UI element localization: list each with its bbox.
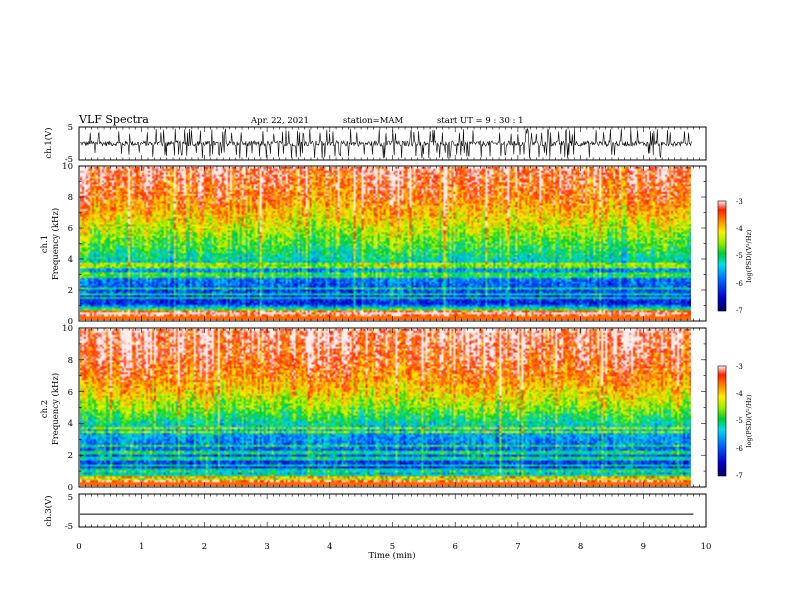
xtick-1: 1 bbox=[139, 542, 144, 552]
ch1-ytick-8: 8 bbox=[68, 193, 73, 203]
ch1-waveform-panel: 5 -5 ch.1(V) bbox=[43, 123, 707, 165]
xtick-9: 9 bbox=[641, 542, 646, 552]
ch1-ytick-top: 5 bbox=[68, 123, 73, 133]
xtick-10: 10 bbox=[701, 542, 712, 552]
ch1-cb-tick-m6: -6 bbox=[736, 280, 743, 288]
xtick-0: 0 bbox=[76, 542, 81, 552]
ch2-ytick-6: 6 bbox=[68, 388, 73, 398]
ch2-spectrogram-panel: 0 2 4 6 8 10 ch.2 Frequency (kHz) -3 -4 … bbox=[40, 324, 753, 493]
ch1-colorbar-label: log(PSD)(V²/Hz) bbox=[745, 229, 753, 282]
ch1-spectrogram-image bbox=[80, 167, 691, 320]
ch2-ytick-8: 8 bbox=[68, 356, 73, 366]
x-axis-label: Time (min) bbox=[368, 550, 415, 561]
ch2-cb-tick-m3: -3 bbox=[736, 363, 743, 371]
time-ticks bbox=[78, 127, 707, 527]
ch1-colorbar bbox=[717, 200, 727, 312]
ch1-ytick-6: 6 bbox=[68, 224, 73, 234]
ch3-ytick-bottom: -5 bbox=[65, 522, 73, 532]
ch3-waveform-panel: 5 -5 ch.3(V) bbox=[43, 493, 707, 532]
x-axis-tick-labels: 0 1 2 3 4 5 6 7 8 9 10 bbox=[76, 542, 711, 552]
xtick-7: 7 bbox=[515, 542, 520, 552]
ch2-cb-tick-m7: -7 bbox=[736, 472, 743, 480]
ch2-channel-label: ch.2 bbox=[40, 400, 50, 418]
station-label: station=MAM bbox=[343, 116, 404, 126]
ch1-wave-ylabel: ch.1(V) bbox=[43, 127, 54, 158]
xtick-4: 4 bbox=[327, 542, 332, 552]
xtick-6: 6 bbox=[452, 542, 457, 552]
ch2-ytick-4: 4 bbox=[68, 419, 73, 429]
ch1-cb-tick-m5: -5 bbox=[736, 252, 743, 260]
ch1-spectrogram-yticks: 0 2 4 6 8 10 bbox=[62, 162, 73, 327]
ch2-ytick-0: 0 bbox=[68, 483, 73, 493]
ch2-spectrogram-yticks: 0 2 4 6 8 10 bbox=[62, 324, 73, 493]
ch1-cb-tick-m4: -4 bbox=[736, 225, 743, 233]
ch1-ytick-0: 0 bbox=[68, 317, 73, 327]
xtick-8: 8 bbox=[578, 542, 583, 552]
ch1-ytick-10: 10 bbox=[62, 162, 73, 172]
ch1-ytick-4: 4 bbox=[68, 255, 73, 265]
ch2-frequency-label: Frequency (kHz) bbox=[50, 373, 61, 445]
ch2-cb-tick-m4: -4 bbox=[736, 390, 743, 398]
date-label: Apr. 22, 2021 bbox=[250, 116, 309, 126]
ch3-ytick-top: 5 bbox=[68, 493, 73, 503]
ch1-frequency-label: Frequency (kHz) bbox=[50, 208, 61, 280]
ch3-wave-ylabel: ch.3(V) bbox=[43, 495, 54, 526]
xtick-3: 3 bbox=[264, 542, 269, 552]
ch2-cb-tick-m5: -5 bbox=[736, 417, 743, 425]
ch1-spectrogram-panel: 0 2 4 6 8 10 ch.1 Frequency (kHz) -3 -4 … bbox=[40, 162, 753, 327]
ch2-colorbar-label: log(PSD)(V²/Hz) bbox=[745, 394, 753, 447]
ch1-cb-tick-m3: -3 bbox=[736, 198, 743, 206]
ch1-waveform-line bbox=[79, 127, 692, 159]
ch1-channel-label: ch.1 bbox=[40, 235, 50, 253]
ch2-ytick-10: 10 bbox=[62, 324, 73, 334]
xtick-2: 2 bbox=[202, 542, 207, 552]
start-time-label: start UT = 9 : 30 : 1 bbox=[437, 116, 524, 126]
ch1-ytick-bottom: -5 bbox=[65, 155, 73, 165]
ch1-waveform-trace bbox=[79, 127, 692, 159]
xtick-5: 5 bbox=[390, 542, 395, 552]
ch2-ytick-2: 2 bbox=[68, 451, 73, 461]
ch2-cb-tick-m6: -6 bbox=[736, 445, 743, 453]
ch2-spectrogram-image bbox=[80, 329, 691, 486]
ch2-colorbar bbox=[717, 365, 727, 477]
ch1-cb-tick-m7: -7 bbox=[736, 307, 743, 315]
figure-title: VLF Spectra bbox=[78, 113, 149, 126]
ch1-ytick-2: 2 bbox=[68, 286, 73, 296]
